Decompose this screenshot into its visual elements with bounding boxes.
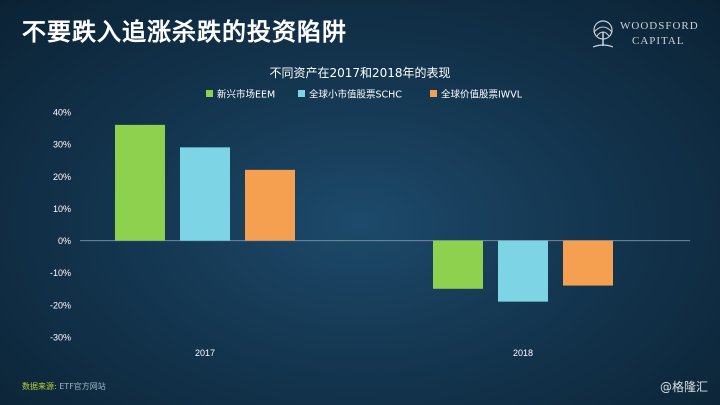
legend-swatch	[206, 90, 213, 97]
logo-text-line1: WOODSFORD	[620, 20, 699, 32]
logo-text-line2: CAPITAL	[632, 35, 685, 47]
legend-label: 全球小市值股票SCHC	[309, 89, 402, 101]
legend-swatch	[298, 90, 305, 97]
y-tick-label: 40%	[53, 108, 71, 118]
chart-title: 不同资产在2017和2018年的表现	[269, 65, 450, 80]
data-source: 数据来源: ETF官方网站	[22, 381, 106, 392]
x-tick-label: 2018	[513, 348, 533, 358]
y-tick-label: 0%	[58, 236, 71, 246]
legend-swatch	[430, 90, 437, 97]
bar-2017-series-3	[245, 169, 295, 241]
y-tick-label: -20%	[50, 300, 71, 310]
bar-2018-series-2	[498, 240, 548, 302]
watermark: @格隆汇	[659, 380, 708, 394]
y-tick-label: 20%	[53, 172, 71, 182]
x-axis: 2017 2018	[195, 348, 533, 358]
bars-group	[115, 124, 613, 302]
bar-2018-series-1	[433, 240, 483, 289]
legend-label: 新兴市场EEM	[217, 89, 275, 101]
source-label: 数据来源:	[22, 382, 57, 391]
source-text: ETF官方网站	[59, 382, 106, 391]
tree-logo-icon	[592, 20, 614, 48]
company-logo: WOODSFORD CAPITAL	[588, 16, 710, 56]
chart-legend: 新兴市场EEM 全球小市值股票SCHC 全球价值股票IWVL	[206, 89, 523, 101]
y-tick-label: 30%	[53, 140, 71, 150]
slide-title: 不要跌入追涨杀跌的投资陷阱	[22, 18, 347, 46]
bar-2017-series-2	[180, 147, 230, 241]
bar-2017-series-1	[115, 124, 165, 241]
y-tick-label: -30%	[50, 333, 71, 343]
y-tick-label: 10%	[53, 204, 71, 214]
x-tick-label: 2017	[195, 348, 215, 358]
bar-2018-series-3	[563, 240, 613, 286]
legend-label: 全球价值股票IWVL	[441, 89, 523, 101]
y-tick-label: -10%	[50, 268, 71, 278]
